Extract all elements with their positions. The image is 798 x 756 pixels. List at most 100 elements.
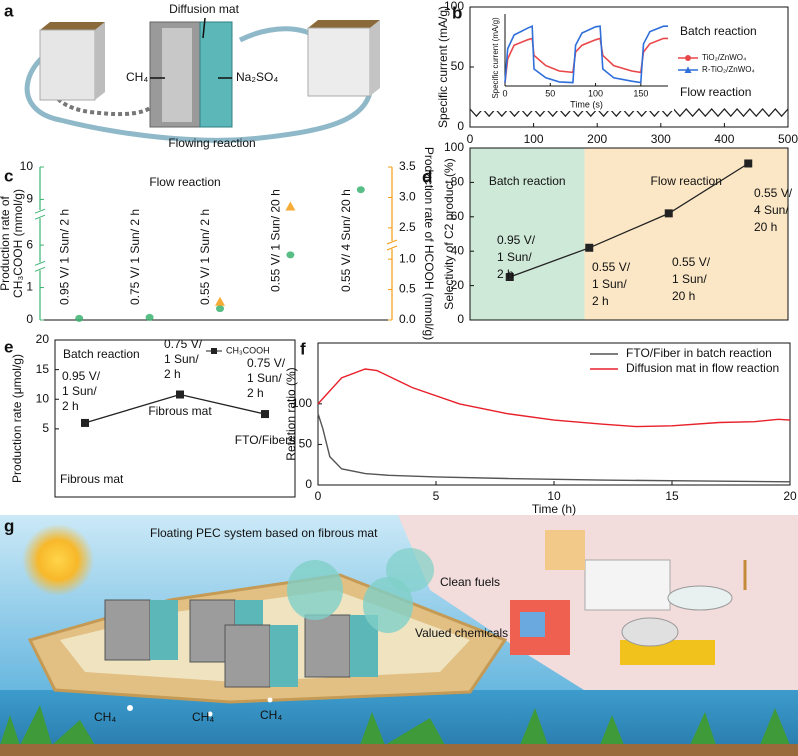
legend-marker: [684, 66, 692, 73]
bubble: [207, 711, 213, 717]
sun: [22, 524, 94, 596]
box-top: [40, 22, 105, 30]
point: [286, 251, 295, 259]
legend-marker: [685, 55, 691, 61]
y-tick-label: 0.5: [399, 282, 416, 296]
line: [504, 25, 668, 84]
cylinder: [287, 560, 343, 620]
panel-label: a: [4, 1, 14, 20]
y-tick-label: 1.0: [399, 251, 416, 265]
annotation: 0.95 V/: [497, 233, 536, 247]
region-label: Batch reaction: [489, 174, 566, 188]
x-tick-label: 100: [524, 132, 544, 146]
point: [215, 296, 225, 306]
panel-label: d: [422, 167, 432, 186]
axis-break: [386, 245, 398, 251]
y-tick-label: 0: [457, 119, 464, 133]
label: Valued chemicals: [415, 626, 508, 640]
y-axis-label: Specific current (mA/g): [436, 6, 450, 128]
y2-axis-label: Production rate of HCOOH (mmol/g): [422, 147, 436, 340]
y-tick-label: 6: [26, 237, 33, 251]
annotation: Flow reaction: [149, 175, 220, 189]
caption: Flowing reaction: [168, 136, 255, 150]
y-tick-label: 50: [299, 437, 313, 451]
x-category-label: FTO/Fibers: [235, 433, 295, 447]
mixer: [621, 617, 679, 647]
label: Diffusion mat: [169, 2, 239, 16]
panel-label: b: [452, 3, 462, 22]
x-tick-label: 200: [587, 132, 607, 146]
x-category-label: 0.55 V/ 4 Sun/ 20 h: [339, 189, 353, 292]
annotation: 0.75 V/: [247, 356, 286, 370]
annotation: 1 Sun/: [672, 272, 707, 286]
point: [664, 209, 673, 218]
device: [270, 625, 298, 687]
window: [520, 612, 545, 637]
y-tick-label: 9: [26, 192, 33, 206]
panel-a-illustration: [24, 17, 380, 143]
cylinder: [386, 548, 434, 592]
point: [145, 313, 154, 321]
axis-break: [34, 266, 46, 272]
legend-label: Diffusion mat in flow reaction: [626, 361, 779, 375]
bubble: [267, 697, 273, 703]
y-tick-label: 0: [457, 312, 464, 326]
x-tick-label: 0: [315, 489, 322, 503]
annotation: 1 Sun/: [62, 384, 97, 398]
point: [176, 390, 184, 399]
device: [104, 599, 151, 661]
y-axis-label: Selectivity of C2 product (%): [442, 158, 456, 309]
annotation: 20 h: [672, 289, 695, 303]
annotation: Batch reaction: [63, 347, 140, 361]
line: [509, 162, 749, 278]
y-axis-label: Specific current (mA/g): [491, 17, 500, 99]
y-tick-label: 10: [36, 391, 50, 405]
y-tick-label: 5: [42, 421, 49, 435]
region: [470, 148, 585, 320]
annotation: 20 h: [754, 220, 777, 234]
device: [150, 600, 178, 660]
annotation: 0.55 V/: [592, 260, 631, 274]
point: [356, 186, 365, 194]
y-axis-label: Production rate (μmol/g): [10, 354, 24, 483]
y-tick-label: 3.5: [399, 159, 416, 173]
axis-break: [387, 241, 397, 250]
panel-label: f: [300, 339, 306, 358]
plot-frame: [54, 339, 296, 498]
inset-background: [478, 11, 674, 111]
x-tick-label: 5: [433, 489, 440, 503]
x-tick-label: 400: [714, 132, 734, 146]
bubble: [127, 705, 133, 711]
annotation: 1 Sun/: [164, 352, 199, 366]
region-label: Flow reaction: [651, 174, 722, 188]
label: Na₂SO₄: [236, 70, 278, 84]
x-axis-label: Time (s): [570, 99, 603, 109]
x-tick-label: 0: [467, 132, 474, 146]
x-category-label: 0.95 V/ 1 Sun/ 2 h: [57, 209, 71, 305]
annotation: 1 Sun/: [497, 250, 532, 264]
annotation: 2 h: [592, 294, 609, 308]
annotation: 2 h: [62, 399, 79, 413]
device: [304, 614, 351, 678]
annotation: Flow reaction: [680, 85, 751, 99]
point: [285, 201, 296, 211]
plot-frame: [469, 147, 789, 321]
x-category-label: 0.75 V/ 1 Sun/ 2 h: [128, 209, 142, 305]
tube: [49, 43, 162, 117]
x-category-label: 0.55 V/ 1 Sun/ 20 h: [269, 189, 283, 292]
point: [216, 305, 224, 313]
legend-label: CH₃COOH: [226, 345, 270, 355]
y-tick-label: 10: [20, 159, 34, 173]
annotation: 1 Sun/: [592, 277, 627, 291]
x-tick-label: 100: [588, 88, 603, 98]
box: [307, 27, 371, 97]
axis-break: [34, 260, 46, 266]
legend-marker: [211, 348, 217, 354]
x-tick-label: 10: [547, 489, 561, 503]
panel-label: g: [4, 516, 14, 535]
y-tick-label: 50: [451, 59, 465, 73]
label: CH₄: [94, 710, 116, 724]
label: CH₄: [126, 70, 148, 84]
y-tick-label: 1: [26, 280, 33, 294]
